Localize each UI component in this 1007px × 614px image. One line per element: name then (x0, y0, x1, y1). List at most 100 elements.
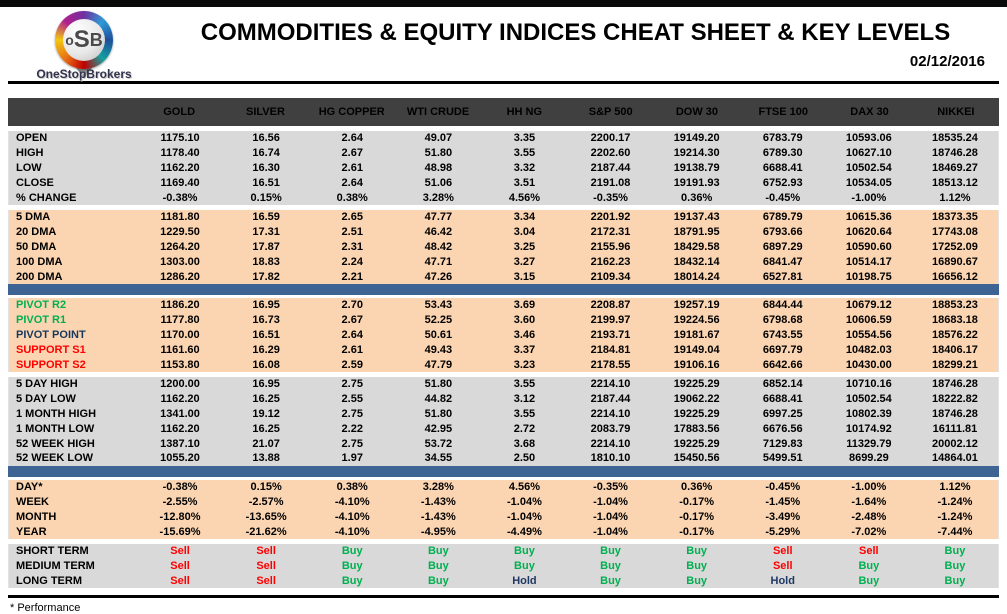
value-cell: 2201.92 (590, 211, 631, 224)
value-cell: 5499.51 (762, 452, 803, 465)
title-block: COMMODITIES & EQUITY INDICES CHEAT SHEET… (154, 11, 997, 70)
value-cell: 3.60 (513, 314, 536, 327)
value-cell: 17.82 (252, 270, 280, 283)
table-row: CLOSE 1169.40 16.51 2.64 51.06 3.51 2191.08 191… (9, 175, 998, 190)
value-cell: 18406.17 (931, 343, 978, 356)
signal-cell: Buy (944, 560, 966, 573)
value-cell: 16890.67 (931, 255, 978, 268)
value-cell: -0.17% (679, 525, 715, 538)
value-cell: -12.80% (159, 510, 201, 523)
column-header: SILVER (245, 106, 285, 118)
value-cell: 3.28% (422, 481, 454, 494)
value-cell: 2172.31 (590, 226, 631, 239)
value-cell: 10554.56 (845, 328, 892, 341)
column-header: DAX 30 (850, 106, 889, 118)
value-cell: 6798.68 (762, 314, 803, 327)
value-cell: 21.07 (252, 437, 280, 450)
table-row: 100 DMA 1303.00 18.83 2.24 47.71 3.27 2162.23 1… (9, 254, 998, 269)
value-cell: 1162.20 (160, 422, 200, 435)
value-cell: 8699.29 (848, 452, 889, 465)
section-divider-bar (8, 465, 999, 477)
table-row: LOW 1162.20 16.30 2.61 48.98 3.32 2187.44 19138… (9, 161, 998, 176)
value-cell: 10534.05 (845, 176, 892, 189)
value-cell: 18513.12 (931, 176, 978, 189)
value-cell: 47.71 (424, 255, 453, 268)
value-cell: 7129.83 (762, 437, 803, 450)
value-cell: 6688.41 (762, 393, 803, 406)
value-cell: 4.56% (508, 481, 541, 494)
value-cell: -0.38% (162, 191, 198, 204)
value-cell: 1175.10 (160, 132, 200, 145)
row-label: MEDIUM TERM (16, 560, 95, 573)
section-dma: 5 DMA 1181.80 16.59 2.65 47.77 3.34 2201.92 191… (8, 209, 999, 284)
value-cell: 2.50 (513, 452, 536, 465)
value-cell: -0.17% (679, 510, 715, 523)
value-cell: 19149.20 (673, 132, 720, 145)
value-cell: 2.75 (341, 407, 363, 420)
value-cell: 6897.29 (762, 240, 803, 253)
value-cell: 10482.03 (845, 343, 892, 356)
value-cell: -0.35% (593, 191, 628, 204)
value-cell: 2.64 (341, 176, 363, 189)
value-cell: 2.67 (341, 147, 363, 160)
section-ohlc: OPEN 1175.10 16.56 2.64 49.07 3.35 2200.17 1914… (8, 131, 999, 205)
value-cell: 18222.82 (931, 393, 978, 406)
value-cell: 19257.19 (673, 299, 720, 312)
table-row: 20 DMA 1229.50 17.31 2.51 46.42 3.04 2172.31 18… (9, 225, 998, 240)
column-header: NIKKEI (937, 106, 975, 118)
brand-name: OneStopBrokers (36, 67, 132, 81)
signal-cell: Buy (341, 560, 363, 573)
value-cell: 1810.10 (590, 452, 631, 465)
value-cell: 2214.10 (590, 437, 631, 450)
value-cell: 18.83 (252, 255, 280, 268)
value-cell: -21.62% (245, 525, 287, 538)
value-cell: 20002.12 (931, 437, 978, 450)
value-cell: 3.68 (513, 437, 536, 450)
table-row: SUPPORT S2 1153.80 16.08 2.59 47.79 3.23 2178.… (9, 357, 998, 372)
value-cell: -0.38% (162, 481, 198, 494)
value-cell: 16.29 (252, 343, 280, 356)
table-row: PIVOT POINT 1170.00 16.51 2.64 50.61 3.46 2193… (9, 328, 998, 343)
value-cell: 3.15 (513, 270, 536, 283)
value-cell: 10627.10 (845, 147, 892, 160)
value-cell: 6642.66 (762, 358, 803, 371)
value-cell: 19062.22 (673, 393, 720, 406)
table-row: 52 WEEK LOW 1055.20 13.88 1.97 34.55 2.50 1810… (9, 451, 998, 466)
value-cell: 16.56 (252, 132, 280, 145)
value-cell: 2.75 (341, 437, 363, 450)
value-cell: 0.36% (681, 191, 713, 204)
table-row: PIVOT R1 1177.80 16.73 2.67 52.25 3.60 2199.97… (9, 313, 998, 328)
cheat-sheet-table: GOLD SILVER HG COPPER WTI CRUDE HH NG S&P 500… (8, 98, 999, 589)
value-cell: 10593.06 (845, 132, 892, 145)
value-cell: 51.80 (424, 378, 453, 391)
signal-cell: Sell (859, 545, 879, 558)
value-cell: 1178.40 (160, 147, 200, 160)
value-cell: 2.64 (341, 132, 363, 145)
table-row: PIVOT R2 1186.20 16.95 2.70 53.43 3.69 2208.87… (9, 298, 998, 313)
value-cell: 1153.80 (160, 358, 200, 371)
signal-cell: Hold (770, 574, 795, 587)
table-header-row: GOLD SILVER HG COPPER WTI CRUDE HH NG S&P 500… (8, 98, 999, 126)
value-cell: 16.95 (252, 378, 280, 391)
table-row: 52 WEEK HIGH 1387.10 21.07 2.75 53.72 3.68 221… (9, 436, 998, 451)
value-cell: -1.43% (420, 495, 456, 508)
value-cell: 1181.80 (160, 211, 200, 224)
value-cell: 1161.60 (160, 343, 200, 356)
value-cell: 6688.41 (762, 161, 803, 174)
value-cell: 3.04 (513, 226, 536, 239)
value-cell: 1186.20 (160, 299, 200, 312)
value-cell: 3.55 (513, 147, 536, 160)
value-cell: -1.04% (593, 510, 628, 523)
value-cell: -4.10% (334, 525, 370, 538)
value-cell: 16656.12 (931, 270, 978, 283)
table-row: MEDIUM TERM Sell Sell Buy Buy Buy Buy Buy Sell Bu… (9, 559, 998, 574)
table-row: 5 DAY LOW 1162.20 16.25 2.55 44.82 3.12 2187.4… (9, 392, 998, 407)
section-signals: SHORT TERM Sell Sell Buy Buy Buy Buy Buy Sell Sel… (8, 543, 999, 589)
row-label: PIVOT POINT (16, 328, 86, 341)
value-cell: -13.65% (245, 510, 287, 523)
value-cell: -2.48% (851, 510, 887, 523)
value-cell: -0.17% (679, 495, 715, 508)
